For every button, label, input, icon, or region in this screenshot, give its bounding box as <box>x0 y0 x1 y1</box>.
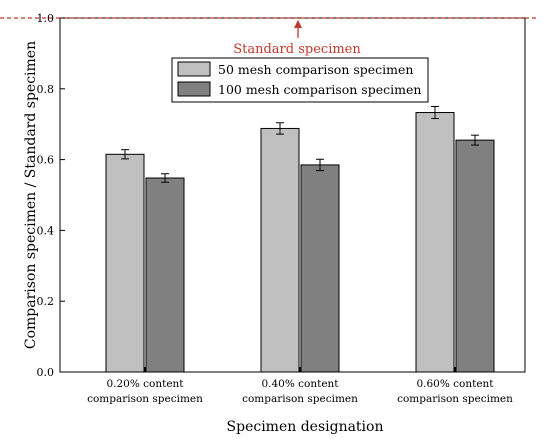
y-tick-label: 0.0 <box>37 366 55 379</box>
reference-arrow-head <box>294 20 302 28</box>
y-tick-label: 0.2 <box>37 295 55 308</box>
x-axis: 0.20% content comparison specimen 0.40% co… <box>87 367 513 405</box>
legend-entry: 50 mesh comparison specimen <box>218 62 413 77</box>
legend-swatch <box>177 61 211 77</box>
y-tick-label: 0.6 <box>37 154 55 167</box>
bar <box>300 164 340 373</box>
bar <box>145 177 185 373</box>
legend-entry: 100 mesh comparison specimen <box>218 82 421 97</box>
bar <box>455 139 495 373</box>
y-tick-label: 0.4 <box>37 224 55 237</box>
x-tick-label: 0.20% content <box>106 378 184 390</box>
y-axis: 0.0 0.2 0.4 0.6 0.8 1.0 <box>37 12 65 379</box>
bar <box>415 112 455 373</box>
y-tick-label: 1.0 <box>37 12 55 25</box>
y-tick-label: 0.8 <box>37 83 55 96</box>
y-axis-label: Comparison specimen / Standard specimen <box>23 41 39 349</box>
legend-swatch <box>177 81 211 97</box>
x-tick-label: comparison specimen <box>397 393 513 405</box>
x-tick-label: 0.60% content <box>416 378 494 390</box>
reference-line-label: Standard specimen <box>233 42 361 57</box>
legend: 50 mesh comparison specimen 100 mesh comp… <box>171 57 429 103</box>
x-tick-label: comparison specimen <box>242 393 358 405</box>
bars <box>105 112 495 373</box>
x-axis-label: Specimen designation <box>227 419 384 435</box>
legend-box <box>171 57 429 103</box>
x-tick-label: comparison specimen <box>87 393 203 405</box>
reference-line-group: Standard specimen <box>0 17 537 57</box>
bar <box>260 127 300 373</box>
bar <box>105 153 145 373</box>
x-tick-label: 0.40% content <box>261 378 339 390</box>
error-bars <box>121 106 479 183</box>
